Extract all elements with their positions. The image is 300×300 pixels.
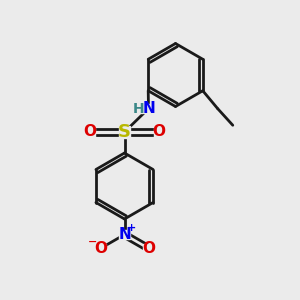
Text: O: O	[142, 241, 155, 256]
Text: O: O	[94, 241, 107, 256]
Text: O: O	[152, 124, 166, 140]
Bar	[95, 244, 106, 253]
Text: +: +	[128, 223, 136, 233]
Bar	[119, 230, 130, 239]
Text: O: O	[83, 124, 97, 140]
Text: −: −	[87, 237, 97, 247]
Bar	[143, 244, 154, 253]
Text: N: N	[118, 227, 131, 242]
Bar	[119, 126, 130, 138]
Bar	[85, 128, 95, 136]
Bar	[134, 104, 143, 113]
Text: S: S	[118, 123, 131, 141]
Text: H: H	[133, 102, 145, 116]
Text: N: N	[142, 101, 155, 116]
Bar	[154, 128, 164, 136]
Bar	[144, 104, 153, 113]
